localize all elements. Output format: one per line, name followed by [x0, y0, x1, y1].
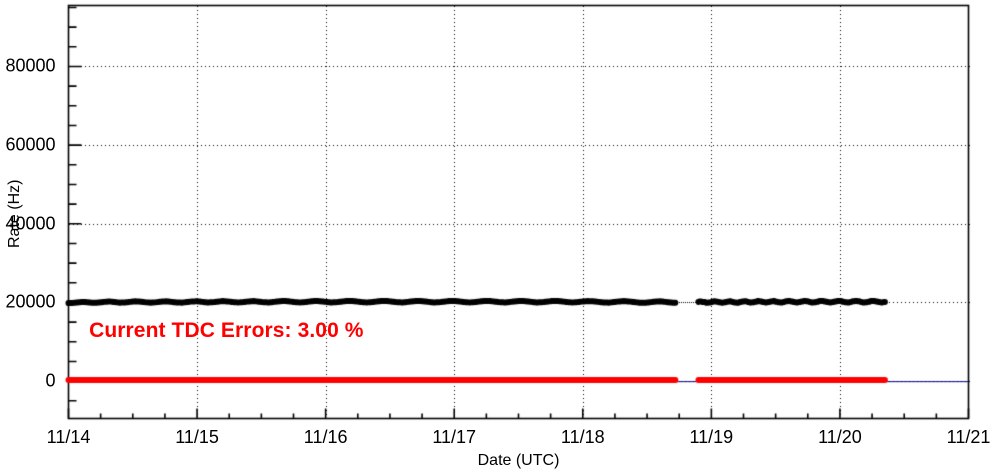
y-tick-label-80000: 80000 [5, 55, 56, 76]
x-tick-label-1121: 11/21 [946, 426, 991, 447]
x-tick-label-1115: 11/15 [175, 426, 219, 447]
y-tick-label-20000: 20000 [5, 291, 56, 312]
x-tick-label-1119: 11/19 [689, 426, 734, 447]
y-tick-label-40000: 40000 [5, 213, 56, 234]
tdc-errors-annotation: Current TDC Errors: 3.00 % [89, 318, 364, 342]
x-tick-label-1114: 11/14 [46, 426, 91, 447]
x-axis-title: Date (UTC) [477, 451, 560, 469]
x-tick-label-1116: 11/16 [303, 426, 348, 447]
y-tick-label-60000: 60000 [5, 134, 56, 155]
x-tick-label-1120: 11/20 [818, 426, 862, 447]
y-axis-title: Rate (Hz) [6, 179, 23, 248]
x-tick-label-1118: 11/18 [560, 426, 605, 447]
x-tick-label-1117: 11/17 [432, 426, 477, 447]
y-tick-label-0: 0 [45, 370, 56, 391]
